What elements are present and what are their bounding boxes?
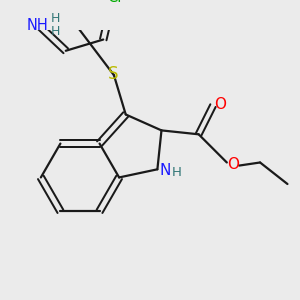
Text: NH: NH	[27, 18, 48, 33]
Text: O: O	[214, 97, 226, 112]
Text: H: H	[50, 12, 60, 25]
Text: H: H	[50, 25, 60, 38]
Text: S: S	[108, 65, 118, 83]
Text: N: N	[160, 163, 171, 178]
Text: H: H	[172, 166, 182, 179]
Text: O: O	[227, 157, 239, 172]
Text: Cl: Cl	[108, 0, 122, 5]
